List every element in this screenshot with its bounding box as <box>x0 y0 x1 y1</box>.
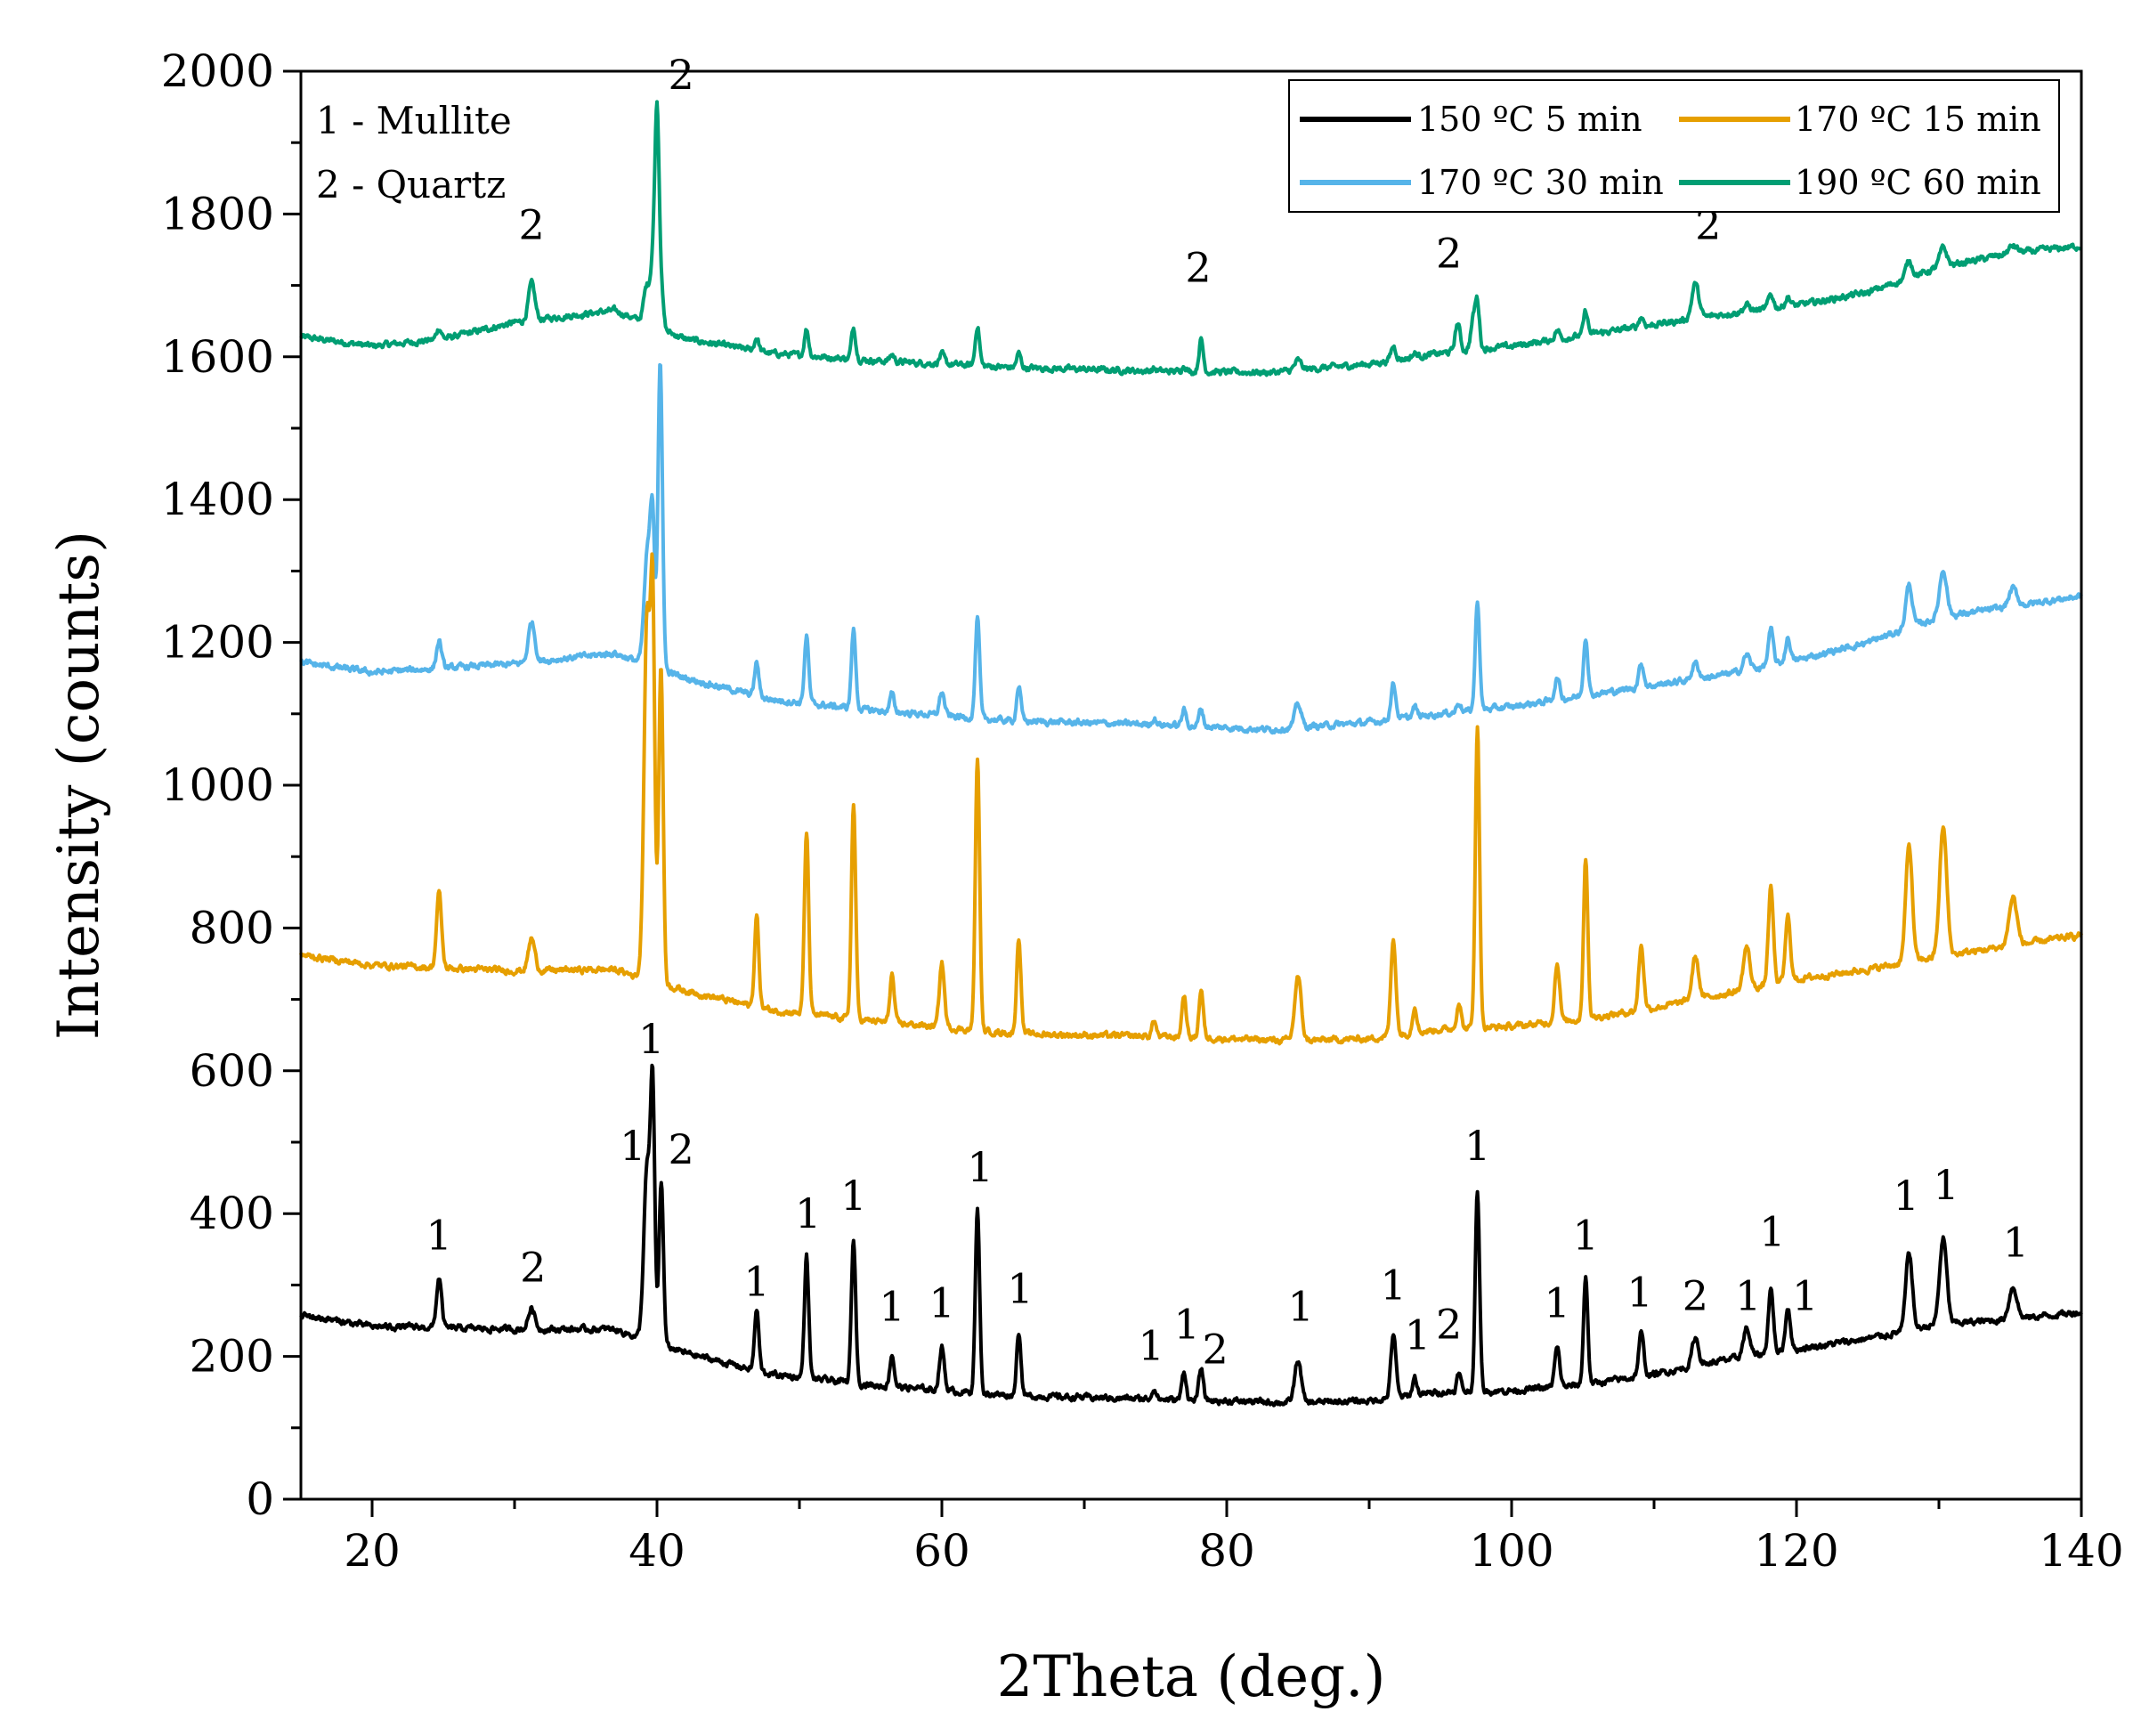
mullite-peak-label: 1 <box>638 1015 664 1063</box>
mullite-peak-label: 1 <box>1894 1172 1919 1220</box>
mullite-peak-label: 1 <box>929 1278 954 1326</box>
y-tick-label: 600 <box>190 1045 274 1097</box>
y-tick-label: 1000 <box>161 759 274 811</box>
ticks-layer: 20 40 60 80 100 120 14002004006008001000120014… <box>161 45 2124 1577</box>
mullite-peak-label: 1 <box>1626 1268 1652 1316</box>
mullite-peak-label: 1 <box>1288 1283 1314 1331</box>
mullite-peak-label: 1 <box>620 1122 645 1170</box>
y-tick-label: 1600 <box>161 331 274 383</box>
phase-key: 1 - Mullite 2 - Quartz <box>316 99 512 207</box>
mullite-peak-label: 1 <box>426 1211 452 1259</box>
quartz-peak-label: 2 <box>1436 1301 1462 1349</box>
quartz-peak-label: 2 <box>1185 244 1211 292</box>
x-tick-label: 140 <box>2039 1525 2123 1577</box>
quartz-peak-label: 2 <box>1203 1326 1229 1374</box>
phase-key-quartz: 2 - Quartz <box>316 163 506 207</box>
legend-label-170c-15min: 170 ºC 15 min <box>1795 100 2041 139</box>
x-tick-label: 60 <box>913 1525 970 1577</box>
series-190c-60min <box>299 100 2083 377</box>
y-tick-label: 400 <box>190 1188 274 1239</box>
mullite-peak-label: 1 <box>1464 1122 1490 1170</box>
mullite-peak-label: 1 <box>1792 1271 1818 1319</box>
mullite-peak-label: 1 <box>1545 1278 1570 1326</box>
mullite-peak-label: 1 <box>743 1257 769 1305</box>
mullite-peak-label: 1 <box>1933 1161 1959 1209</box>
quartz-peak-label: 2 <box>519 200 545 248</box>
y-tick-label: 1800 <box>161 188 274 239</box>
x-tick-label: 20 <box>344 1525 401 1577</box>
legend-label-190c-60min: 190 ºC 60 min <box>1795 163 2041 202</box>
series-170c-30min <box>299 362 2083 735</box>
y-tick-label: 1200 <box>161 617 274 669</box>
y-tick-label: 800 <box>190 902 274 953</box>
mullite-peak-label: 1 <box>968 1143 994 1191</box>
x-tick-label: 80 <box>1198 1525 1255 1577</box>
mullite-peak-label: 1 <box>879 1283 904 1331</box>
x-tick-label: 120 <box>1754 1525 1838 1577</box>
mullite-peak-label: 1 <box>1759 1207 1785 1255</box>
series-150c-5min <box>299 1063 2083 1407</box>
mullite-peak-label: 1 <box>1007 1264 1033 1312</box>
legend-label-170c-30min: 170 ºC 30 min <box>1417 163 1664 202</box>
x-axis-title: 2Theta (deg.) <box>997 1644 1386 1710</box>
quartz-peak-label: 2 <box>669 1125 694 1173</box>
phase-key-mullite: 1 - Mullite <box>316 99 512 142</box>
mullite-peak-label: 1 <box>840 1172 866 1220</box>
series-170c-15min <box>299 552 2083 1046</box>
legend: 150 ºC 5 min 170 ºC 15 min 170 ºC 30 min… <box>1288 79 2060 213</box>
legend-label-150c-5min: 150 ºC 5 min <box>1417 100 1642 139</box>
mullite-peak-label: 1 <box>1573 1211 1599 1259</box>
mullite-peak-label: 1 <box>1735 1271 1761 1319</box>
mullite-peak-label: 1 <box>1405 1311 1431 1359</box>
legend-box <box>1288 79 2060 213</box>
quartz-peak-label: 2 <box>520 1243 546 1291</box>
y-tick-label: 0 <box>246 1473 274 1525</box>
x-tick-label: 100 <box>1469 1525 1553 1577</box>
mullite-peak-label: 1 <box>1174 1301 1200 1349</box>
y-tick-label: 1400 <box>161 474 274 525</box>
series-layer <box>299 100 2083 1407</box>
mullite-peak-label: 1 <box>1139 1322 1164 1370</box>
x-tick-label: 40 <box>629 1525 685 1577</box>
quartz-peak-label: 2 <box>1436 230 1462 278</box>
y-tick-label: 2000 <box>161 45 274 97</box>
y-axis-title: Intensity (counts) <box>46 531 112 1040</box>
mullite-peak-label: 1 <box>1381 1261 1407 1309</box>
mullite-peak-label: 1 <box>795 1189 821 1237</box>
mullite-peak-label: 1 <box>2003 1218 2029 1266</box>
y-tick-label: 200 <box>190 1331 274 1383</box>
quartz-peak-label: 2 <box>669 51 694 99</box>
quartz-peak-label: 2 <box>1683 1271 1708 1319</box>
